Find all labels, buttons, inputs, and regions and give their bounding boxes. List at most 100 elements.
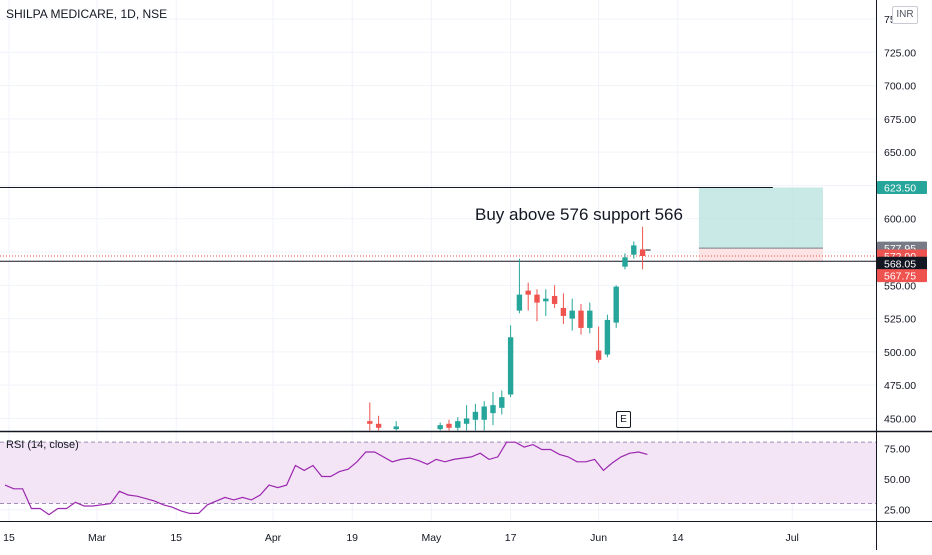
rsi-axis-tick-label: 50.00	[884, 474, 910, 486]
time-axis-tick-label: Jul	[785, 532, 798, 544]
candle-body	[446, 423, 452, 428]
candle[interactable]	[446, 419, 452, 431]
candle-body	[569, 310, 575, 319]
price-axis-tick-label: 475.00	[884, 380, 916, 392]
price-badge-label: 568.05	[884, 258, 916, 270]
candle[interactable]	[639, 226, 646, 270]
candle[interactable]	[499, 390, 505, 415]
candle[interactable]	[578, 303, 584, 335]
candle-body	[613, 286, 619, 323]
price-axis-tick-label: 675.00	[884, 114, 916, 126]
candle[interactable]	[543, 289, 549, 316]
candle[interactable]	[613, 285, 619, 328]
price-axis-tick-label: 525.00	[884, 314, 916, 326]
price-axis-tick-label: 725.00	[884, 47, 916, 59]
price-badge-bg	[877, 256, 927, 270]
candle[interactable]	[472, 403, 479, 431]
price-badge-label: 623.50	[884, 182, 916, 194]
rsi-pane	[0, 441, 876, 516]
rsi-axis-tick-label: 25.00	[884, 505, 910, 517]
rsi-axis-tick-label: 75.00	[884, 443, 910, 455]
candle-body	[534, 294, 540, 303]
candle-body	[595, 350, 602, 360]
rsi-line[interactable]	[4, 441, 648, 516]
candle-body	[472, 411, 479, 420]
target-zone[interactable]	[698, 187, 823, 249]
candle[interactable]	[375, 415, 382, 431]
candle[interactable]	[463, 405, 470, 431]
time-axis-tick-label: 14	[672, 532, 684, 544]
candle-body	[631, 245, 637, 255]
candle[interactable]	[507, 325, 514, 398]
price-axis-tick-label: 550.00	[884, 280, 916, 292]
candle[interactable]	[516, 258, 523, 314]
candle-body	[560, 307, 567, 316]
time-axis-tick-label: Apr	[265, 532, 282, 544]
time-axis-tick-label: 19	[346, 532, 358, 544]
price-badge[interactable]: 623.50	[877, 180, 927, 195]
earnings-marker-icon[interactable]: E	[616, 411, 631, 428]
candle-body	[622, 257, 628, 267]
rsi-title: RSI (14, close)	[6, 439, 79, 451]
candle-body	[455, 421, 461, 428]
candle-body	[551, 295, 558, 304]
price-axis-tick-label: 500.00	[884, 347, 916, 359]
candle[interactable]	[490, 391, 496, 426]
candle[interactable]	[525, 282, 531, 311]
price-badge[interactable]: 568.05	[877, 256, 927, 271]
candles	[367, 226, 646, 431]
candle-body	[463, 418, 470, 424]
price-badge-bg	[877, 269, 927, 283]
candle[interactable]	[534, 289, 540, 322]
candle[interactable]	[631, 241, 637, 259]
candle[interactable]	[551, 285, 558, 308]
candle[interactable]	[604, 314, 611, 358]
chart-annotation-text[interactable]: Buy above 576 support 566	[475, 205, 683, 224]
price-badge-label: 567.75	[884, 271, 916, 283]
time-axis-tick-label: 15	[3, 532, 15, 544]
time-axis-tick-label: 15	[170, 532, 182, 544]
candle[interactable]	[437, 422, 443, 431]
candle-body	[587, 310, 593, 328]
price-axis-tick-label: 700.00	[884, 81, 916, 93]
time-axis[interactable]: 15 Mar 15 Apr 19 May 17 Jun 14 Jul	[3, 532, 799, 544]
price-axis-tick-label: 600.00	[884, 214, 916, 226]
candle[interactable]	[481, 401, 487, 431]
time-axis-tick-label: 17	[505, 532, 517, 544]
rsi-band	[0, 442, 876, 504]
time-axis-tick-label: Jun	[590, 532, 607, 544]
candle[interactable]	[587, 302, 593, 334]
time-axis-tick-label: May	[421, 532, 442, 544]
candle[interactable]	[569, 298, 575, 331]
candle[interactable]	[622, 253, 628, 270]
price-axis-tick-label: 450.00	[884, 413, 916, 425]
price-badge[interactable]: 567.75	[877, 269, 927, 283]
candle-body	[437, 425, 443, 430]
candle-body	[639, 249, 646, 257]
candle-body	[490, 405, 496, 414]
candle-body	[525, 290, 531, 295]
candle-body	[499, 397, 505, 408]
candle-body	[516, 294, 523, 311]
candle[interactable]	[393, 421, 399, 431]
candle-body	[367, 421, 373, 424]
candle-body	[481, 406, 487, 420]
candle[interactable]	[595, 326, 602, 363]
candle[interactable]	[367, 402, 373, 431]
currency-badge[interactable]: INR	[892, 6, 918, 24]
time-axis-tick-label: Mar	[88, 532, 107, 544]
price-axis-tick-label: 650.00	[884, 147, 916, 159]
price-badge-bg	[877, 180, 927, 194]
grid-lines	[0, 0, 876, 521]
symbol-title: SHILPA MEDICARE, 1D, NSE	[6, 7, 168, 21]
candle[interactable]	[455, 417, 461, 431]
candle-body	[604, 319, 611, 355]
stop-zone[interactable]	[698, 248, 823, 262]
candle-body	[543, 298, 549, 302]
candle[interactable]	[560, 293, 567, 324]
candle-body	[578, 310, 584, 328]
candle-body	[375, 423, 382, 428]
